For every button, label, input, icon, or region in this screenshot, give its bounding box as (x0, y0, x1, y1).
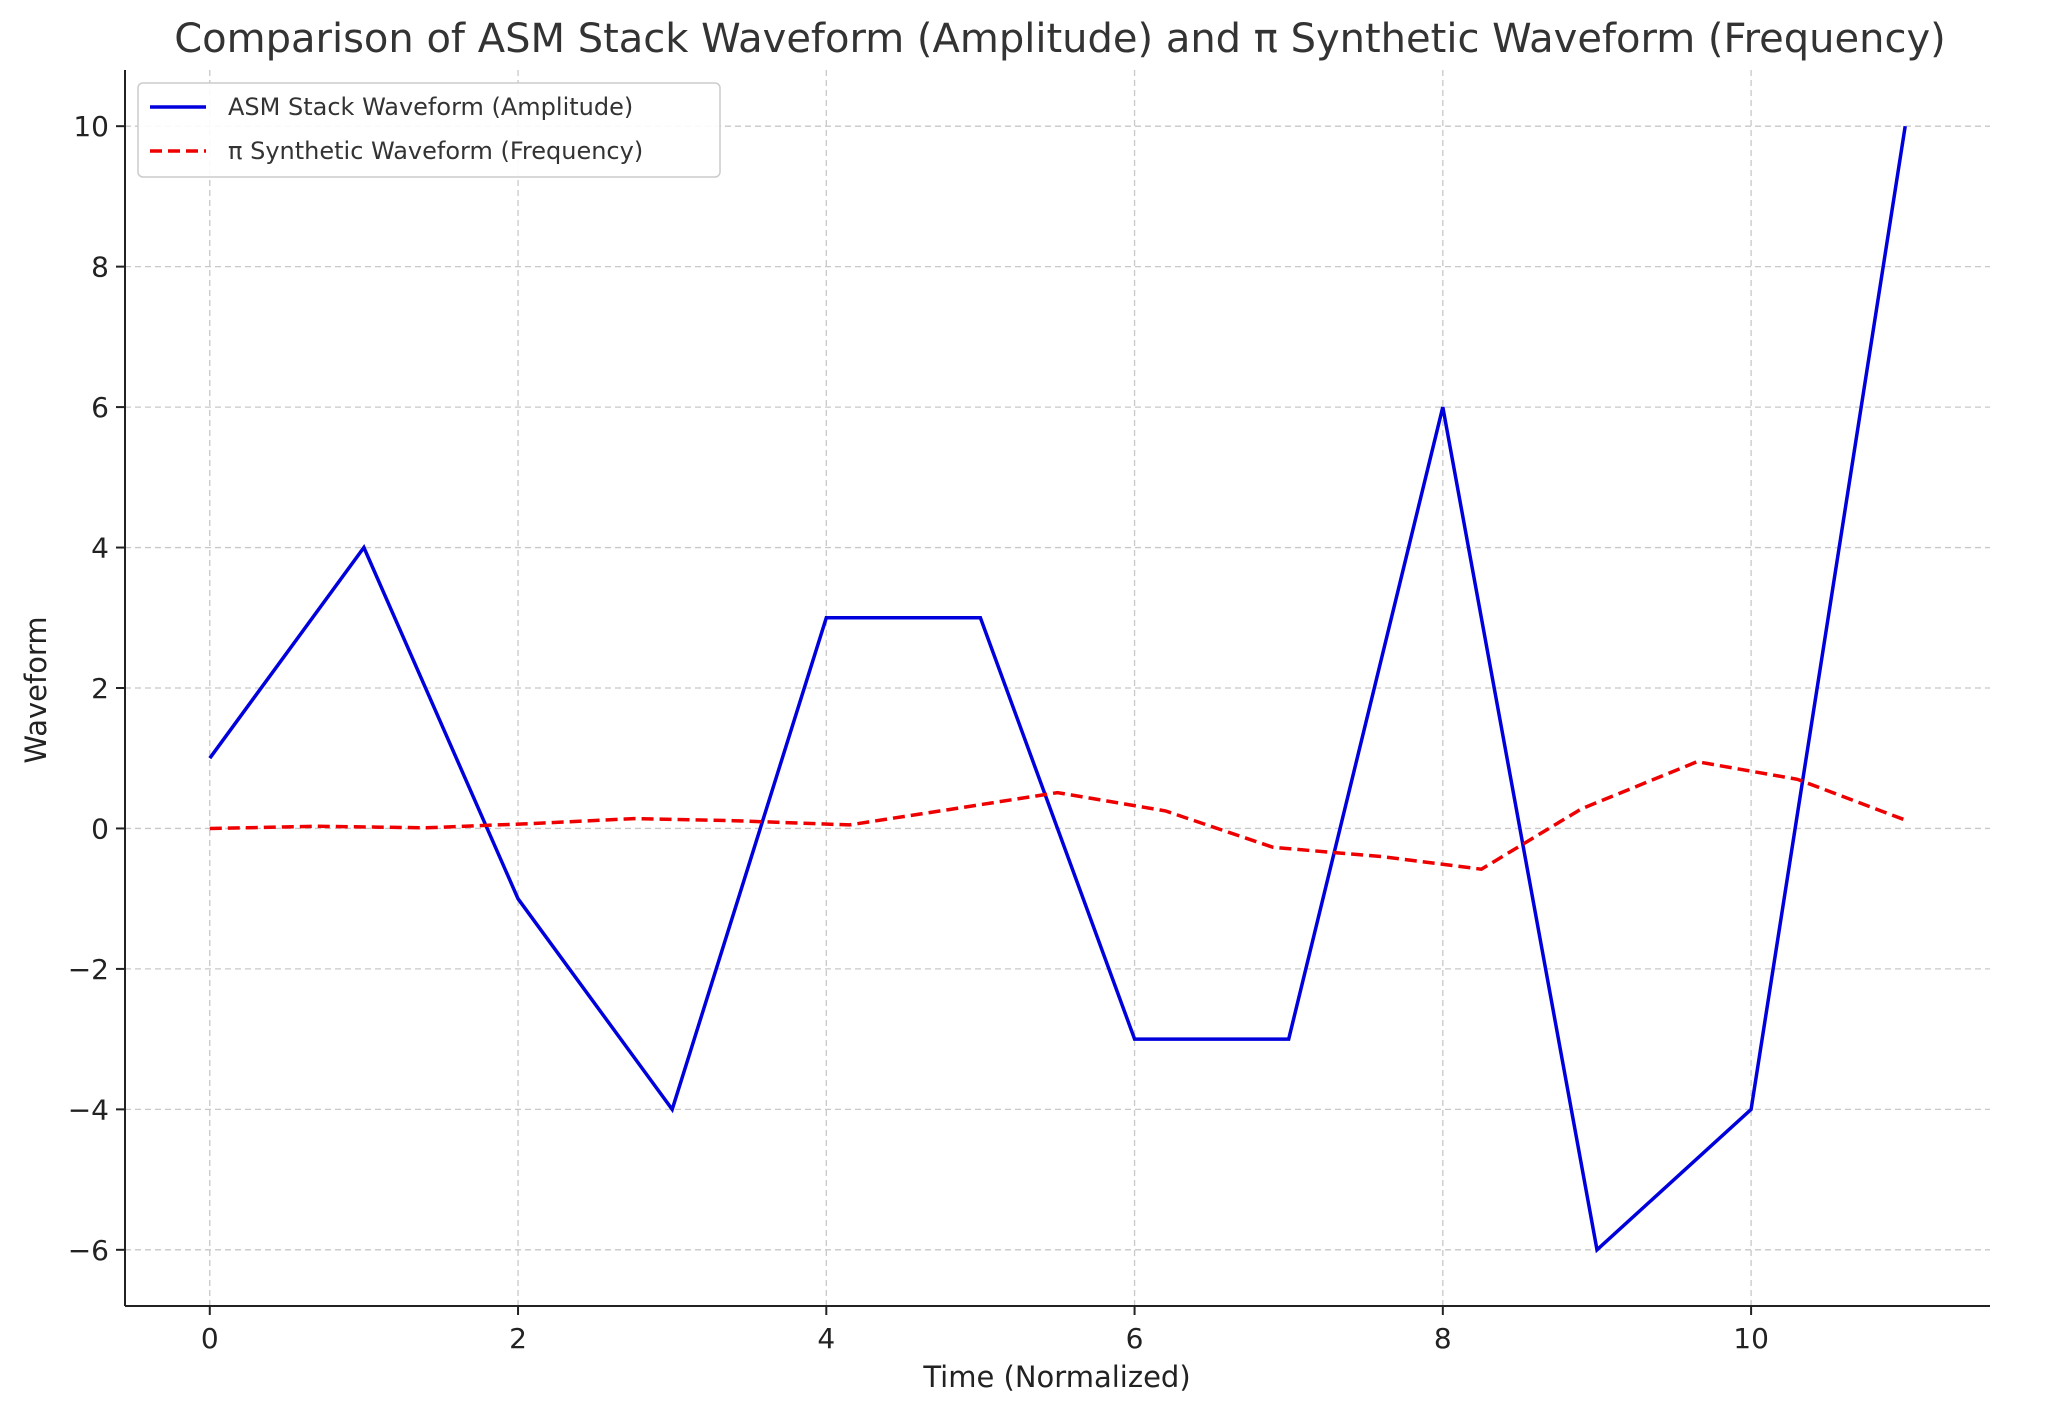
y-tick-label: 2 (91, 672, 109, 705)
x-ticks: 0 2 4 6 8 10 (201, 1306, 1769, 1355)
y-tick-label: 0 (91, 812, 109, 845)
series-line-pi-frequency (209, 759, 1906, 872)
y-ticks: −6 −4 −2 0 2 4 6 8 10 (68, 110, 125, 1267)
legend: ASM Stack Waveform (Amplitude) π Synthet… (137, 82, 721, 178)
legend-box (137, 82, 721, 178)
x-tick-label: 4 (817, 1322, 835, 1355)
y-axis-label: Waveform (19, 616, 53, 763)
y-tick-label: 8 (91, 251, 109, 284)
legend-label-asm: ASM Stack Waveform (Amplitude) (228, 93, 633, 121)
series-layer (208, 125, 1907, 1254)
y-tick-label: −4 (68, 1093, 109, 1126)
x-tick-label: 2 (509, 1322, 527, 1355)
y-tick-label: 6 (91, 391, 109, 424)
grid-lines (125, 70, 1990, 1306)
x-tick-label: 6 (1126, 1322, 1144, 1355)
chart-title: Comparison of ASM Stack Waveform (Amplit… (174, 16, 1946, 62)
y-tick-label: 10 (73, 110, 109, 143)
x-tick-label: 0 (201, 1322, 219, 1355)
y-tick-label: −6 (68, 1234, 109, 1267)
x-tick-label: 8 (1434, 1322, 1452, 1355)
y-tick-label: 4 (91, 532, 109, 565)
y-tick-label: −2 (68, 953, 109, 986)
x-axis-label: Time (Normalized) (922, 1360, 1190, 1394)
series-line-asm-amplitude (208, 125, 1907, 1254)
x-tick-label: 10 (1733, 1322, 1769, 1355)
legend-label-pi: π Synthetic Waveform (Frequency) (228, 137, 643, 165)
